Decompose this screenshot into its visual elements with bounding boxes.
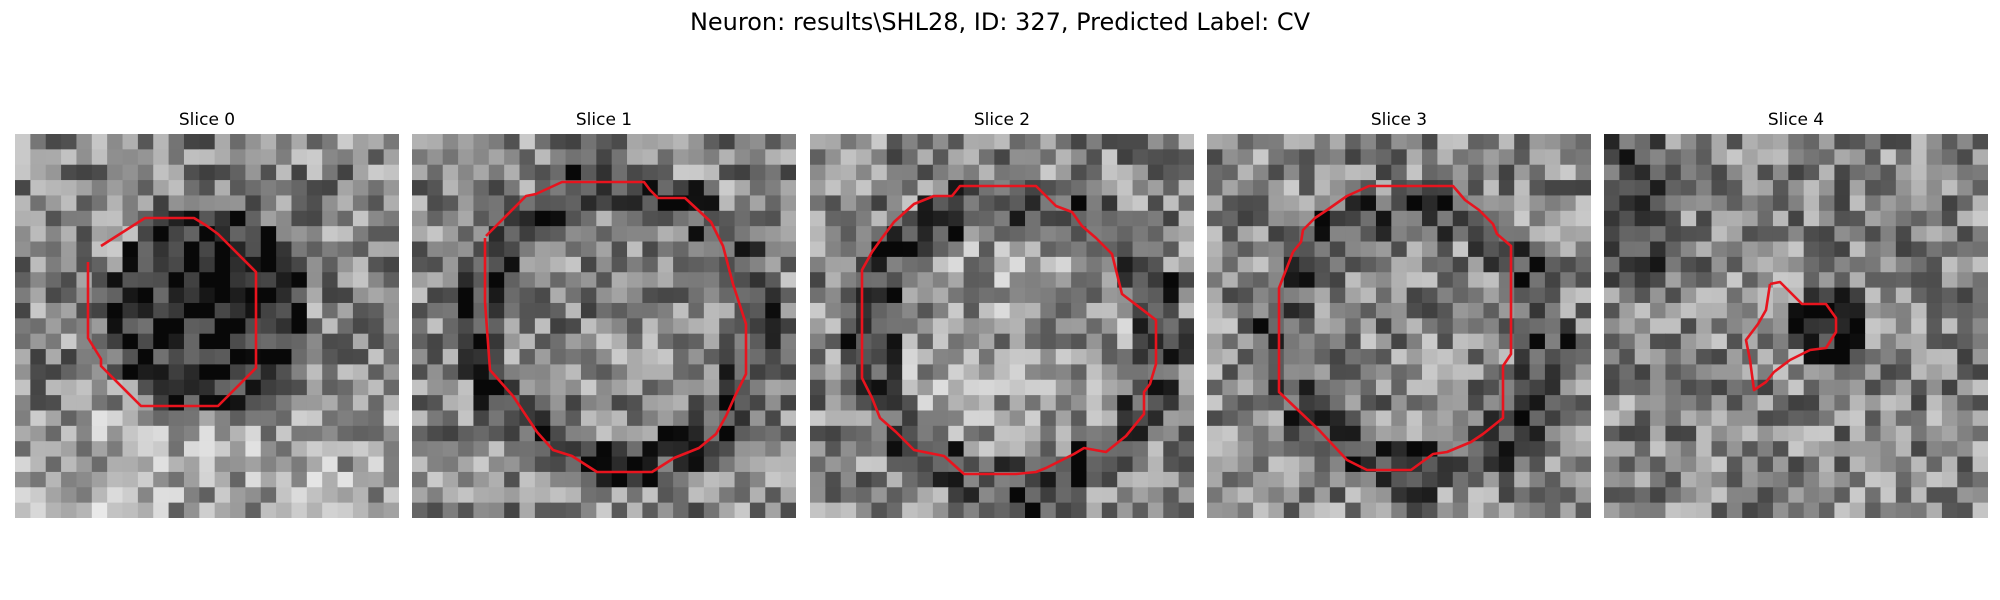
slice-4-image [1604,134,1988,518]
slice-1-title: Slice 1 [575,110,633,130]
slice-panel-0: Slice 0 [15,110,399,518]
slice-0-svg [15,134,399,518]
slice-2-outline [860,184,1158,476]
slice-4-outline [1744,280,1838,392]
slice-3-outline [1277,184,1513,472]
slice-2-image [810,134,1194,518]
slice-0-outline [86,216,258,408]
slice-panel-3: Slice 3 [1207,110,1591,518]
slice-3-svg [1207,134,1591,518]
slice-2-title: Slice 2 [973,110,1031,130]
slice-1-svg [412,134,796,518]
slice-0-title: Slice 0 [178,110,236,130]
slice-2-svg [810,134,1194,518]
slice-3-title: Slice 3 [1370,110,1428,130]
slice-4-title: Slice 4 [1767,110,1825,130]
figure-title: Neuron: results\SHL28, ID: 327, Predicte… [689,8,1311,36]
slice-1-image [412,134,796,518]
slice-panel-4: Slice 4 [1604,110,1988,518]
slice-0-image [15,134,399,518]
slice-panel-2: Slice 2 [810,110,1194,518]
slice-panel-1: Slice 1 [412,110,796,518]
slice-4-svg [1604,134,1988,518]
slice-1-outline [483,180,748,474]
slice-3-image [1207,134,1591,518]
